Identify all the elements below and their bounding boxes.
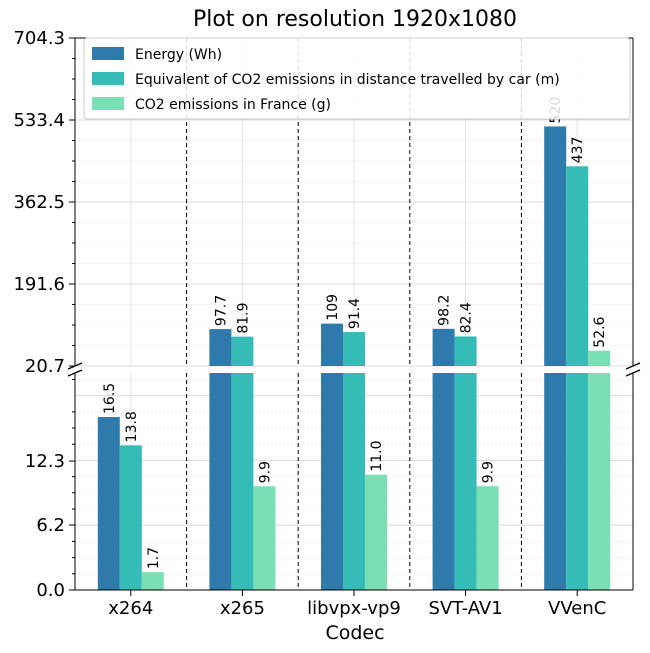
axis-break-mark bbox=[625, 369, 641, 377]
y-tick-label: 12.3 bbox=[25, 451, 65, 472]
bar bbox=[321, 323, 343, 366]
value-label: 11.0 bbox=[369, 441, 385, 472]
axis-break-mark bbox=[67, 369, 83, 377]
value-label: 9.9 bbox=[257, 461, 273, 483]
legend-label-distance: Equivalent of CO2 emissions in distance … bbox=[135, 72, 560, 88]
bar bbox=[209, 373, 232, 590]
legend-swatch-distance bbox=[92, 72, 124, 85]
axis-break-mark bbox=[625, 362, 641, 370]
legend-label-energy: Energy (Wh) bbox=[135, 47, 222, 63]
legend-label-co2: CO2 emissions in France (g) bbox=[135, 97, 331, 113]
bar bbox=[141, 572, 164, 590]
bar bbox=[321, 373, 343, 590]
bar bbox=[566, 166, 589, 366]
y-tick-label: 0.0 bbox=[36, 580, 65, 601]
legend-frame bbox=[83, 37, 631, 120]
bar bbox=[454, 373, 477, 590]
value-label: 52.6 bbox=[592, 316, 608, 347]
value-label: 81.9 bbox=[235, 302, 251, 333]
value-label: 97.7 bbox=[213, 295, 229, 326]
y-tick-label: 191.6 bbox=[13, 274, 65, 295]
value-label: 9.9 bbox=[481, 461, 497, 483]
bar bbox=[432, 328, 455, 366]
category-separators bbox=[186, 38, 522, 590]
bar bbox=[566, 373, 589, 590]
x-tick-label: libvpx-vp9 bbox=[307, 598, 401, 619]
y-tick-label: 533.4 bbox=[13, 110, 65, 131]
y-tick-label: 362.5 bbox=[13, 192, 65, 213]
bar bbox=[209, 329, 232, 366]
bar bbox=[476, 486, 499, 590]
legend: Energy (Wh) Equivalent of CO2 emissions … bbox=[83, 37, 631, 120]
value-label: 16.5 bbox=[102, 383, 118, 414]
value-label: 91.4 bbox=[347, 298, 363, 329]
value-label: 1.7 bbox=[146, 547, 162, 569]
x-tick-label: SVT-AV1 bbox=[429, 598, 503, 619]
x-tick-label: x264 bbox=[108, 598, 153, 619]
x-axis-label: Codec bbox=[325, 622, 384, 644]
value-label: 109 bbox=[325, 294, 341, 321]
x-tick-label: x265 bbox=[220, 598, 265, 619]
bar bbox=[365, 474, 387, 590]
bar bbox=[97, 417, 120, 590]
y-tick-label: 20.7 bbox=[25, 356, 65, 377]
bar bbox=[253, 486, 276, 590]
bar bbox=[343, 373, 365, 590]
bar bbox=[544, 373, 567, 590]
value-label: 98.2 bbox=[437, 295, 453, 326]
bar bbox=[544, 126, 567, 366]
bar bbox=[231, 336, 254, 366]
legend-swatch-energy bbox=[92, 47, 124, 60]
bar bbox=[343, 332, 365, 366]
bar bbox=[454, 336, 477, 366]
chart-title: Plot on resolution 1920x1080 bbox=[193, 7, 517, 32]
y-tick-label: 704.3 bbox=[13, 28, 65, 49]
y-tick-label: 6.2 bbox=[36, 515, 65, 536]
bar bbox=[588, 350, 611, 366]
bar bbox=[588, 373, 611, 590]
bar bbox=[231, 373, 254, 590]
value-label: 437 bbox=[570, 137, 586, 164]
bars bbox=[97, 126, 611, 590]
x-tick-label: VVenC bbox=[548, 598, 606, 619]
legend-swatch-co2 bbox=[92, 97, 124, 110]
bar bbox=[119, 445, 142, 590]
bar bbox=[432, 373, 455, 590]
value-label: 13.8 bbox=[124, 411, 140, 442]
value-label: 82.4 bbox=[459, 302, 475, 333]
